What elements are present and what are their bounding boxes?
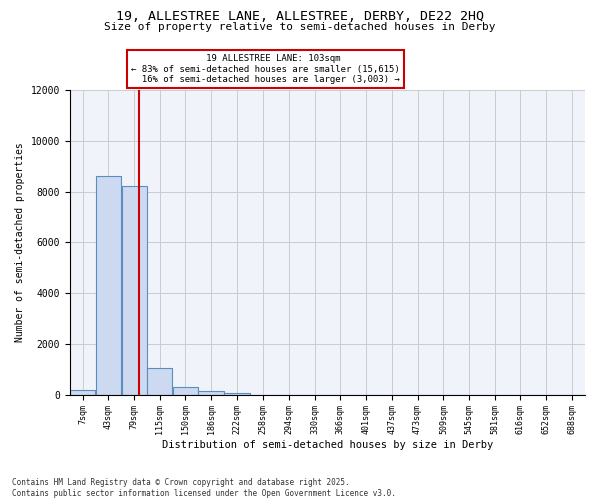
Text: Contains HM Land Registry data © Crown copyright and database right 2025.
Contai: Contains HM Land Registry data © Crown c… bbox=[12, 478, 396, 498]
Text: Size of property relative to semi-detached houses in Derby: Size of property relative to semi-detach… bbox=[104, 22, 496, 32]
Bar bbox=[199, 392, 224, 394]
Text: 19, ALLESTREE LANE, ALLESTREE, DERBY, DE22 2HQ: 19, ALLESTREE LANE, ALLESTREE, DERBY, DE… bbox=[116, 10, 484, 23]
Bar bbox=[148, 368, 172, 394]
Bar bbox=[122, 186, 147, 394]
X-axis label: Distribution of semi-detached houses by size in Derby: Distribution of semi-detached houses by … bbox=[162, 440, 493, 450]
Bar bbox=[70, 390, 95, 394]
Bar bbox=[173, 387, 198, 394]
Bar bbox=[96, 176, 121, 394]
Text: 19 ALLESTREE LANE: 103sqm
← 83% of semi-detached houses are smaller (15,615)
  1: 19 ALLESTREE LANE: 103sqm ← 83% of semi-… bbox=[131, 54, 400, 84]
Y-axis label: Number of semi-detached properties: Number of semi-detached properties bbox=[15, 142, 25, 342]
